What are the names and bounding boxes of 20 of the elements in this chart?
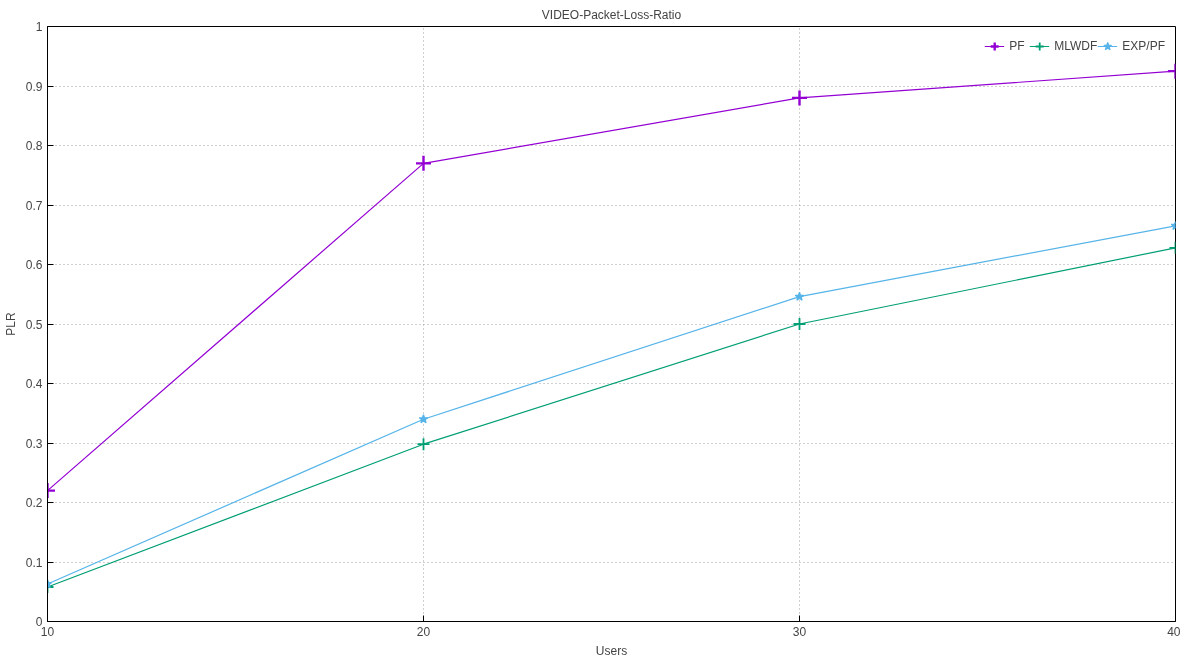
y-tick-label: 0 [35,615,43,629]
chart-title: VIDEO-Packet-Loss-Ratio [541,7,682,22]
y-tick-label: 1 [35,20,43,34]
y-tick-label: 0.3 [25,436,43,451]
legend-label: EXP/PF [1122,39,1165,53]
x-tick-label: 40 [1167,624,1181,639]
y-tick-label: 0.7 [25,198,43,213]
y-tick-label: 0.5 [25,317,43,332]
y-tick-label: 0.9 [25,79,43,94]
x-axis-title: Users [595,643,628,658]
y-tick-label: 0.8 [25,139,43,153]
y-tick-label: 0.2 [25,496,43,510]
x-tick-label: 20 [416,624,431,639]
legend-label: MLWDF [1054,39,1098,53]
x-tick-label: 30 [792,624,807,639]
y-axis-title: PLR [3,311,18,336]
y-tick-label: 0.1 [25,555,43,570]
y-tick-label: 0.4 [25,377,43,391]
y-tick-label: 0.6 [25,258,43,272]
legend-label: PF [1009,39,1026,53]
